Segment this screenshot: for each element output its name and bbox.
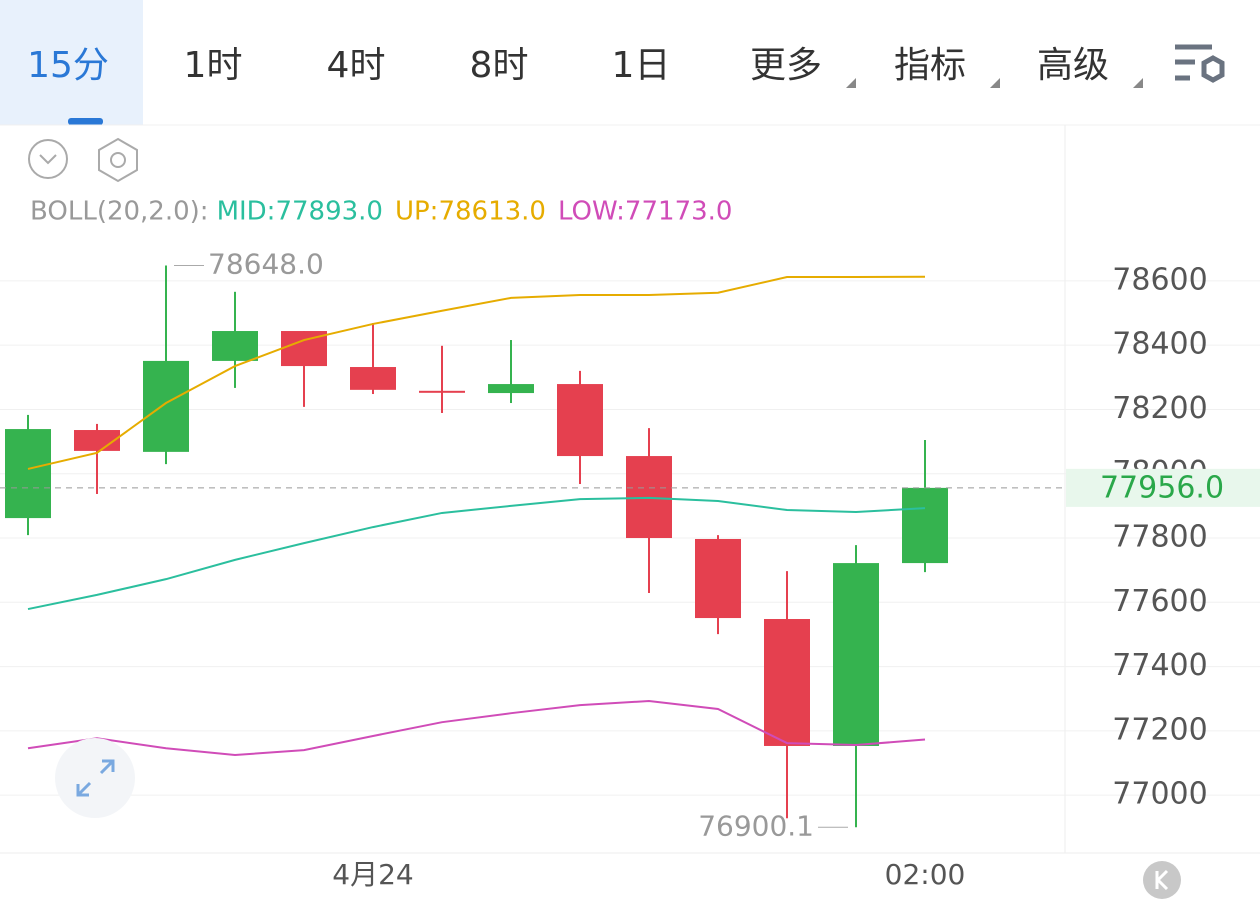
y-tick-label: 77200 <box>1112 712 1207 747</box>
tab[interactable]: 指标 <box>894 45 966 86</box>
y-tick-label: 78200 <box>1112 391 1207 426</box>
boll-line <box>27 699 926 756</box>
candle-body <box>350 367 396 390</box>
candle-body <box>419 390 465 393</box>
y-tick-label: 77600 <box>1112 584 1207 619</box>
candle-body <box>557 384 603 457</box>
settings-hex-icon[interactable] <box>98 137 138 183</box>
y-tick-label: 77000 <box>1112 777 1207 812</box>
fullscreen-icon <box>76 759 115 797</box>
candle-body <box>833 563 879 746</box>
tab[interactable]: 8时 <box>470 45 529 86</box>
candle-body <box>5 429 51 519</box>
x-tick-label: 4月24 <box>332 858 413 891</box>
candle-body <box>212 331 258 361</box>
active-tab-bg <box>0 0 143 125</box>
y-tick-label: 77400 <box>1112 648 1207 683</box>
collapse-icon[interactable] <box>28 139 68 179</box>
y-tick-label: 77800 <box>1112 520 1207 555</box>
settings-icon[interactable] <box>1175 44 1225 83</box>
boll-line <box>27 496 926 611</box>
candle-body <box>764 619 810 746</box>
legend-entry: UP:78613.0 <box>395 197 546 227</box>
candle-body <box>695 538 741 619</box>
current-price-label: 77956.0 <box>1100 470 1224 505</box>
active-tab-indicator <box>68 118 103 125</box>
boll-line <box>27 275 926 470</box>
tab[interactable]: 更多 <box>750 45 822 86</box>
y-tick-label: 78400 <box>1112 327 1207 362</box>
tab[interactable]: 15分 <box>27 45 109 86</box>
candle-body <box>902 487 948 564</box>
tab[interactable]: 4时 <box>327 45 386 86</box>
tab[interactable]: 1日 <box>612 45 671 86</box>
dropdown-caret <box>846 78 856 88</box>
legend-entry: LOW:77173.0 <box>558 197 732 227</box>
plot <box>0 265 1260 828</box>
collapse-chevron <box>39 154 57 165</box>
fullscreen-button[interactable] <box>55 738 135 818</box>
tab[interactable]: 高级 <box>1037 45 1109 86</box>
indicator-label: BOLL(20,2.0): <box>30 197 209 227</box>
x-tick-label: 02:00 <box>885 858 966 891</box>
y-tick-label: 78600 <box>1112 262 1207 297</box>
annotation-label: 76900.1 <box>698 809 814 842</box>
legend-entry: MID:77893.0 <box>217 197 383 227</box>
k-button[interactable] <box>1143 861 1181 899</box>
k-icon-arm <box>1155 869 1169 891</box>
settings-hex-dot <box>110 152 126 168</box>
dropdown-caret <box>1133 78 1143 88</box>
candle-body <box>488 384 534 394</box>
candle-body <box>143 360 189 452</box>
current-price-box <box>1066 468 1260 507</box>
tab[interactable]: 1时 <box>184 45 243 86</box>
annotation-label: 78648.0 <box>208 247 324 280</box>
dropdown-caret <box>990 78 1000 88</box>
